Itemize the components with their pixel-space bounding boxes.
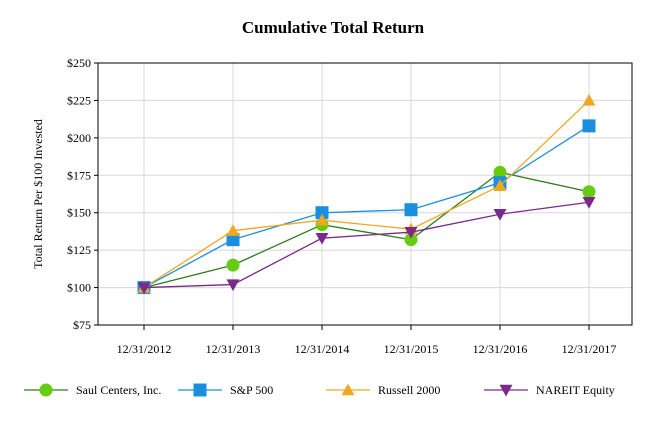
data-point-s-p-500 xyxy=(315,206,329,220)
legend-item-nareit-equity: NAREIT Equity xyxy=(484,383,615,397)
data-point-saul-centers-inc xyxy=(226,258,240,272)
x-tick-label: 12/31/2017 xyxy=(562,342,617,356)
grid xyxy=(98,63,632,325)
y-tick-label: $225 xyxy=(67,93,91,107)
legend-marker xyxy=(499,384,513,397)
series-line-russell-2000 xyxy=(143,99,590,289)
x-tick-labels: 12/31/2012 12/31/2013 12/31/2014 12/31/2015… xyxy=(117,325,617,356)
y-tick-label: $125 xyxy=(67,243,91,257)
data-point-nareit-equity xyxy=(226,279,240,292)
legend-label: Saul Centers, Inc. xyxy=(76,383,161,397)
y-tick-label: $200 xyxy=(67,131,91,145)
legend-marker xyxy=(39,383,53,397)
y-axis-label: Total Return Per $100 Invested xyxy=(31,119,45,269)
data-point-s-p-500 xyxy=(582,119,596,133)
y-tick-label: $250 xyxy=(67,56,91,70)
plot-frame xyxy=(97,62,633,326)
y-tick-label: $150 xyxy=(67,206,91,220)
legend-marker xyxy=(193,383,207,397)
y-tick-label: $175 xyxy=(67,168,91,182)
legend-label: NAREIT Equity xyxy=(536,383,615,397)
legend-label: Russell 2000 xyxy=(378,383,440,397)
y-tick-labels: $75 $100 $125 $150 $175 $200 $225 $250 xyxy=(67,56,98,332)
data-point-russell-2000 xyxy=(493,179,507,191)
series-line-saul-centers-inc xyxy=(143,171,590,289)
data-point-nareit-equity xyxy=(404,226,418,239)
legend-marker xyxy=(341,383,355,396)
legend-item-russell-2000: Russell 2000 xyxy=(326,383,440,397)
data-point-russell-2000 xyxy=(315,213,329,226)
data-point-nareit-equity xyxy=(493,209,507,221)
series-nareit-equity xyxy=(137,197,596,295)
data-point-s-p-500 xyxy=(226,233,240,247)
legend: Saul Centers, Inc. S&P 500 Russell 2000 NAR… xyxy=(24,383,615,397)
y-tick-label: $100 xyxy=(67,281,91,295)
x-tick-label: 12/31/2014 xyxy=(295,342,350,356)
y-tick-label: $75 xyxy=(73,318,91,332)
data-point-saul-centers-inc xyxy=(404,233,418,247)
data-point-russell-2000 xyxy=(582,93,596,106)
x-tick-label: 12/31/2015 xyxy=(384,342,439,356)
chart-title: Cumulative Total Return xyxy=(242,18,425,37)
legend-item-saul-centers-inc: Saul Centers, Inc. xyxy=(24,383,161,397)
legend-label: S&P 500 xyxy=(230,383,273,397)
series-line-s-p-500 xyxy=(143,125,590,289)
x-tick-label: 12/31/2013 xyxy=(206,342,261,356)
series-lines xyxy=(137,93,596,295)
series-line-nareit-equity xyxy=(143,201,590,289)
data-point-saul-centers-inc xyxy=(493,165,507,179)
data-point-nareit-equity xyxy=(582,197,596,209)
series-russell-2000 xyxy=(137,93,596,293)
data-point-nareit-equity xyxy=(137,282,151,295)
data-point-s-p-500 xyxy=(404,203,418,217)
series-saul-centers-inc xyxy=(137,165,596,295)
data-point-russell-2000 xyxy=(226,224,240,236)
series-s-p-500 xyxy=(137,119,596,295)
data-point-saul-centers-inc xyxy=(582,185,596,199)
x-tick-label: 12/31/2012 xyxy=(117,342,172,356)
legend-item-s-p-500: S&P 500 xyxy=(178,383,273,397)
data-point-nareit-equity xyxy=(315,232,329,245)
x-tick-label: 12/31/2016 xyxy=(473,342,528,356)
